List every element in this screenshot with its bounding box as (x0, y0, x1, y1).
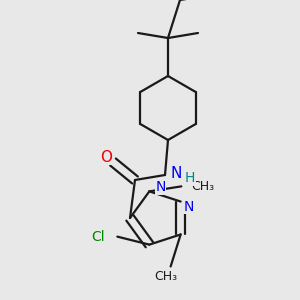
Text: H: H (185, 171, 195, 185)
Text: Cl: Cl (92, 230, 105, 244)
Text: N: N (170, 166, 182, 181)
Text: O: O (100, 149, 112, 164)
Text: CH₃: CH₃ (154, 270, 177, 283)
Text: CH₃: CH₃ (191, 180, 214, 193)
Text: N: N (155, 180, 166, 194)
Text: N: N (184, 200, 194, 214)
